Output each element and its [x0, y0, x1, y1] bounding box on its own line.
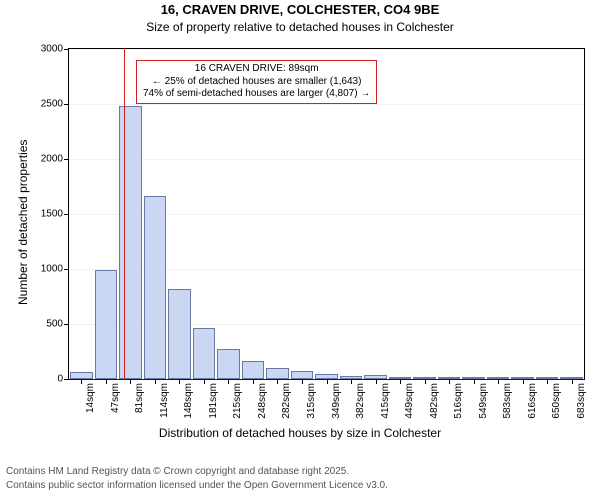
- chart-title-line1: 16, CRAVEN DRIVE, COLCHESTER, CO4 9BE: [0, 2, 600, 17]
- y-tick-label: 500: [46, 319, 69, 330]
- x-axis-label: Distribution of detached houses by size …: [0, 426, 600, 440]
- x-tick-label: 616sqm: [527, 379, 538, 419]
- x-tick-label: 81sqm: [134, 379, 145, 413]
- marker-annotation: 16 CRAVEN DRIVE: 89sqm← 25% of detached …: [136, 60, 377, 104]
- annotation-line: ← 25% of detached houses are smaller (1,…: [143, 76, 370, 89]
- y-axis-label: Number of detached properties: [16, 140, 30, 305]
- bar: [95, 270, 118, 379]
- bar: [291, 371, 314, 379]
- y-tick-label: 1000: [41, 264, 69, 275]
- property-marker-line: [124, 48, 125, 380]
- footer-line2: Contains public sector information licen…: [0, 480, 600, 491]
- x-tick-label: 315sqm: [306, 379, 317, 419]
- bar: [217, 349, 240, 379]
- x-tick-label: 282sqm: [281, 379, 292, 419]
- bar: [119, 106, 142, 379]
- y-tick-label: 2000: [41, 154, 69, 165]
- x-tick-label: 148sqm: [183, 379, 194, 419]
- x-tick-label: 248sqm: [257, 379, 268, 419]
- bar: [193, 328, 216, 379]
- x-tick-label: 215sqm: [232, 379, 243, 419]
- chart-title-line2: Size of property relative to detached ho…: [0, 20, 600, 34]
- bar: [266, 368, 289, 379]
- footer-line1: Contains HM Land Registry data © Crown c…: [0, 466, 600, 477]
- x-tick-label: 349sqm: [331, 379, 342, 419]
- x-tick-label: 382sqm: [355, 379, 366, 419]
- x-tick-label: 683sqm: [576, 379, 587, 419]
- x-tick-label: 449sqm: [404, 379, 415, 419]
- bar: [70, 372, 93, 379]
- annotation-line: 74% of semi-detached houses are larger (…: [143, 88, 370, 101]
- x-tick-label: 415sqm: [380, 379, 391, 419]
- x-tick-label: 482sqm: [429, 379, 440, 419]
- x-tick-label: 114sqm: [159, 379, 170, 418]
- annotation-line: 16 CRAVEN DRIVE: 89sqm: [143, 63, 370, 76]
- y-tick-label: 1500: [41, 209, 69, 220]
- bar: [144, 196, 167, 379]
- x-tick-label: 181sqm: [208, 379, 219, 419]
- x-tick-label: 583sqm: [502, 379, 513, 419]
- x-tick-label: 14sqm: [85, 379, 96, 413]
- bar: [242, 361, 265, 379]
- y-tick-label: 2500: [41, 99, 69, 110]
- x-tick-label: 549sqm: [478, 379, 489, 419]
- bar: [168, 289, 191, 379]
- x-tick-label: 47sqm: [110, 379, 121, 413]
- y-tick-label: 0: [57, 374, 69, 385]
- x-tick-label: 516sqm: [453, 379, 464, 419]
- x-tick-label: 650sqm: [551, 379, 562, 419]
- y-tick-label: 3000: [41, 44, 69, 55]
